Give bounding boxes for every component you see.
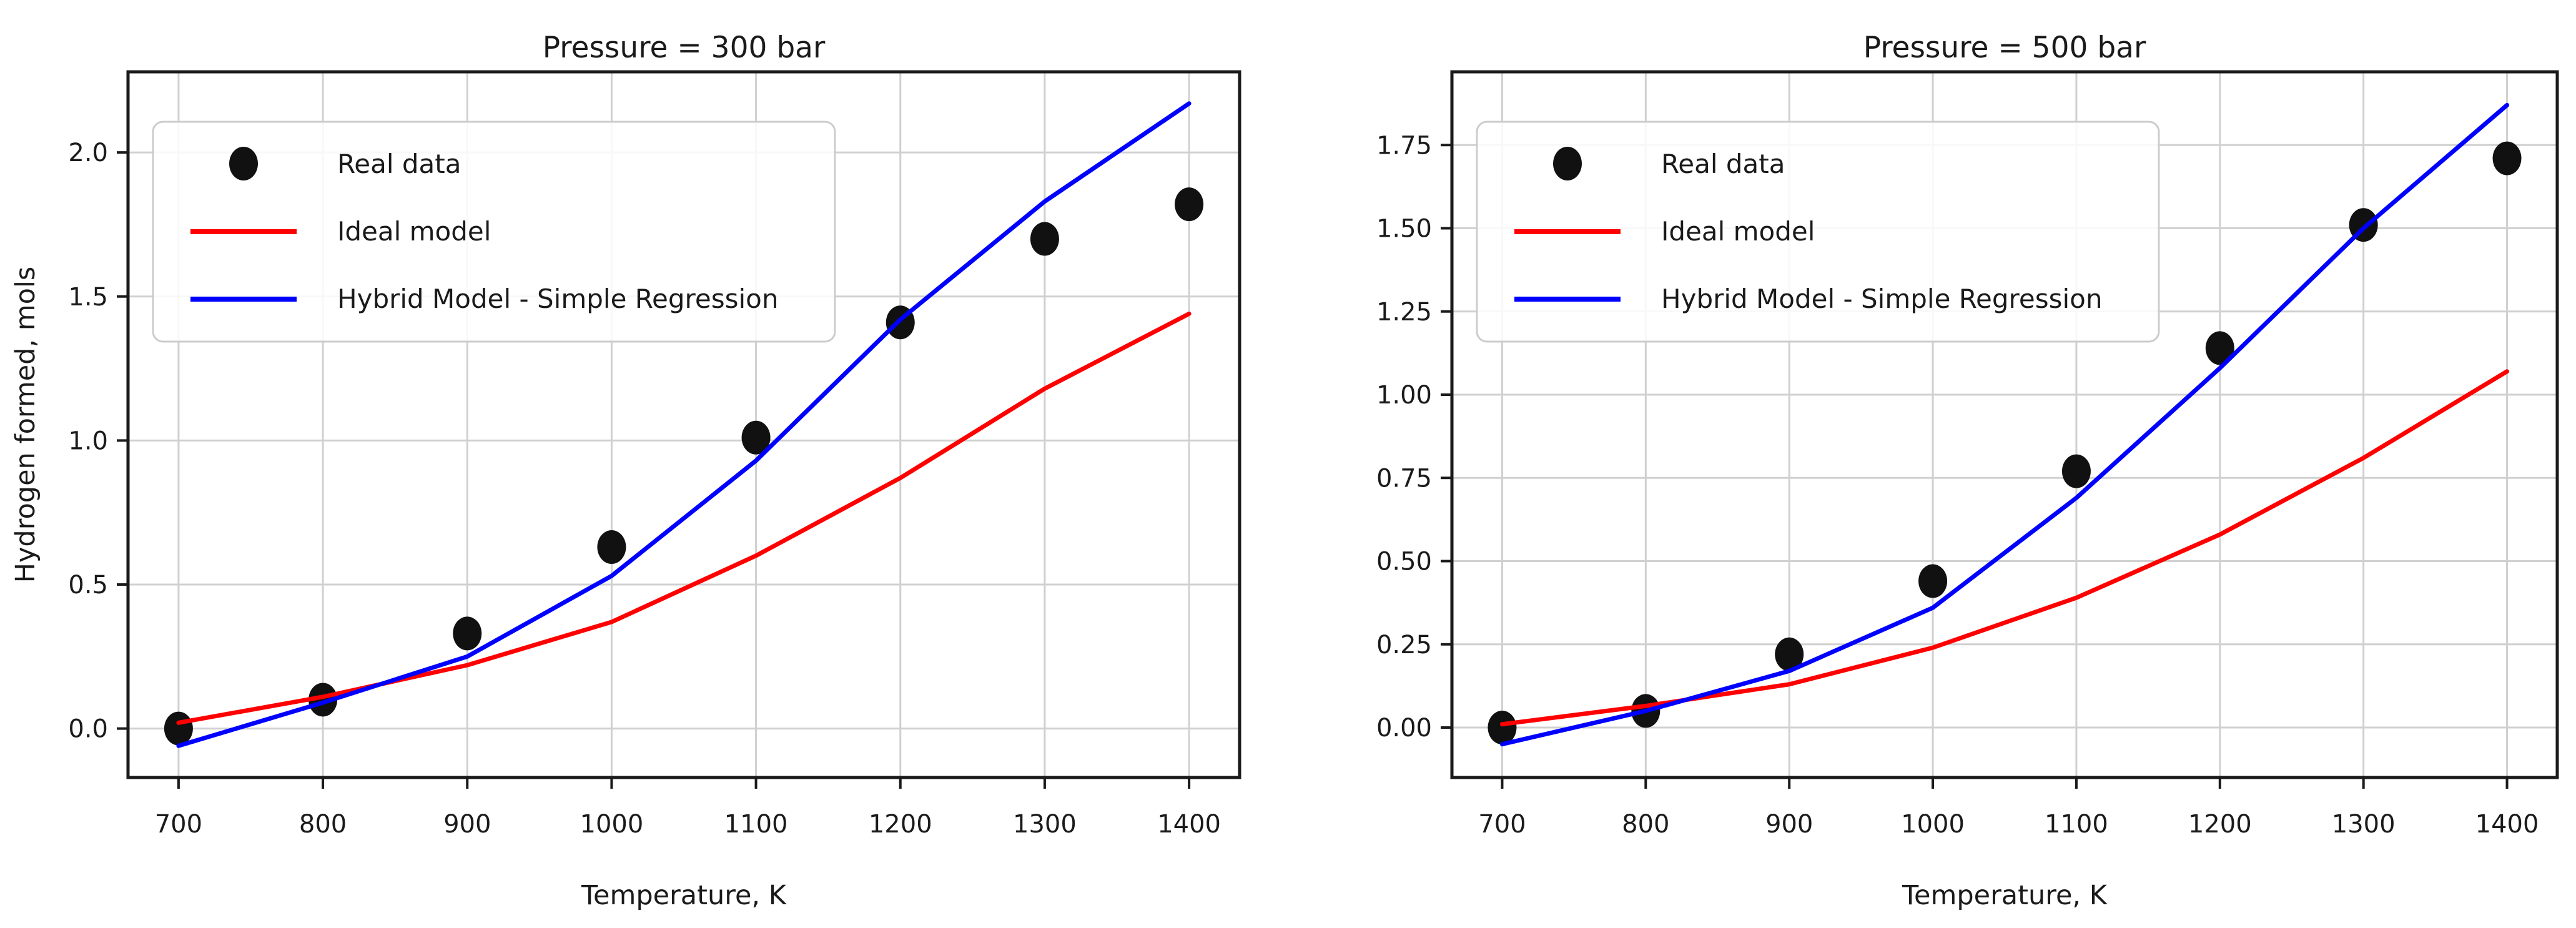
real-data-point [1488,711,1517,745]
real-data-point [2492,141,2522,175]
y-tick-label: 0.00 [1376,714,1432,743]
real-data-point [2061,454,2091,488]
y-tick-label: 1.75 [1376,131,1432,160]
x-tick-label: 800 [299,810,347,839]
x-axis-label: Temperature, K [1902,880,2108,911]
y-tick-label: 1.00 [1376,381,1432,410]
y-tick-label: 0.5 [68,571,108,600]
x-tick-label: 1100 [724,810,788,839]
x-axis-label: Temperature, K [581,880,787,911]
x-tick-label: 700 [1478,810,1526,839]
legend-entry-ideal-model: Ideal model [337,216,491,247]
x-tick-label: 700 [155,810,202,839]
real-data-point [1030,222,1059,256]
subplot-500bar: 700 800 900 1000 1100 1200 1300 1400 0.00 0.25 0.5… [1376,31,2559,911]
legend-box [152,121,836,343]
hybrid-model-line [176,101,1192,748]
y-tick-label: 1.0 [68,427,108,455]
legend-box [1476,121,2160,343]
dot-marker-icon [229,147,258,180]
x-tick-label: 900 [443,810,491,839]
y-tick-label: 0.50 [1376,548,1432,576]
x-tick-label: 1100 [2045,810,2108,839]
x-tick-label: 1200 [869,810,932,839]
y-tick-label: 0.25 [1376,631,1432,659]
real-data-point [164,711,193,746]
real-data-point [741,420,771,455]
x-tick-label: 1000 [580,810,644,839]
x-tick-label: 1400 [1157,810,1221,839]
plot-title: Pressure = 500 bar [1863,31,2146,65]
real-data-point [1175,187,1204,222]
real-data-point [308,683,338,717]
y-tick-label: 0.0 [68,715,108,744]
x-tick-label: 900 [1765,810,1813,839]
real-data-point [453,616,482,651]
legend-entry-ideal-model: Ideal model [1661,216,1815,247]
legend-entry-real-data: Real data [1661,149,1785,179]
dot-marker-icon [1553,147,1582,180]
x-tick-label: 1400 [2475,810,2539,839]
legend: Real data Ideal model Hybrid Model - Sim… [152,121,836,343]
plot-title: Pressure = 300 bar [543,31,826,65]
y-tick-label: 2.0 [68,139,108,167]
ideal-model-line [1499,369,2510,727]
real-data-point [1918,564,1948,598]
y-axis-label: Hydrogen formed, mols [10,267,41,583]
ideal-model-line [176,311,1192,725]
x-tick-label: 1300 [1013,810,1077,839]
real-data-point [1775,637,1804,671]
y-tick-label: 1.50 [1376,215,1432,244]
y-tick-label: 1.5 [68,283,108,312]
y-tick-label: 0.75 [1376,464,1432,493]
axes-spines [126,70,1241,779]
hybrid-model-line [1499,102,2510,747]
x-tick-label: 1300 [2332,810,2396,839]
subplot-300bar: 700 800 900 1000 1100 1200 1300 1400 0.0 0.5 1.0 1.… [10,31,1241,911]
real-data-point [2205,331,2234,365]
x-tick-label: 1000 [1901,810,1965,839]
legend-entry-real-data: Real data [337,149,461,179]
y-tick-label: 1.25 [1376,298,1432,327]
legend-entry-hybrid-model: Hybrid Model - Simple Regression [1661,284,2103,314]
axes-area: 700 800 900 1000 1100 1200 1300 1400 0.00 0.25 0.5… [1376,70,2559,839]
x-tick-label: 1200 [2188,810,2252,839]
real-data-point [597,530,626,565]
legend-entry-hybrid-model: Hybrid Model - Simple Regression [337,284,779,314]
axes-spines [1450,70,2559,779]
x-tick-label: 800 [1622,810,1669,839]
legend: Real data Ideal model Hybrid Model - Sim… [1476,121,2160,343]
